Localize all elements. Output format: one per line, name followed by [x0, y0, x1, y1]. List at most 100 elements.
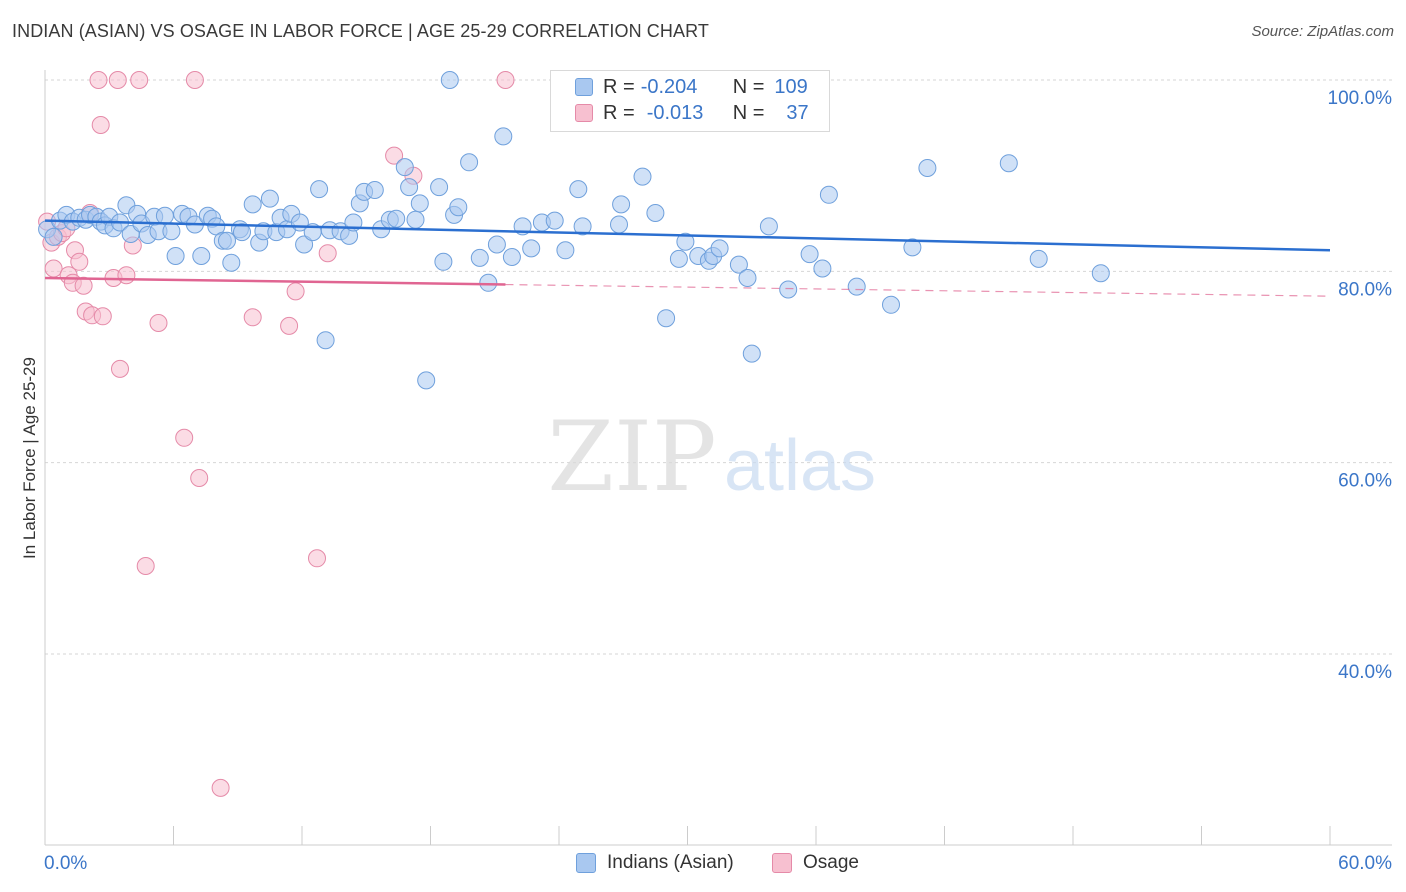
point-osage: [89, 71, 108, 89]
point-osage: [70, 252, 89, 271]
point-indians-asian: [400, 178, 419, 197]
point-osage: [91, 116, 110, 134]
point-indians-asian: [166, 247, 185, 265]
point-osage: [111, 359, 129, 378]
point-indians-asian: [434, 252, 453, 271]
watermark: ZIP atlas: [547, 401, 876, 513]
n-label: N =: [732, 75, 765, 98]
point-indians-asian: [460, 153, 479, 172]
point-indians-asian: [569, 180, 588, 199]
point-indians-asian: [479, 273, 498, 292]
point-indians-asian: [556, 241, 575, 260]
point-indians-asian: [192, 247, 211, 265]
point-indians-asian: [779, 280, 798, 299]
trend-line-osage: [44, 276, 506, 286]
point-indians-asian: [395, 158, 414, 177]
point-indians-asian: [800, 245, 819, 264]
point-indians-asian: [522, 239, 541, 258]
n-value: 37: [786, 101, 809, 124]
point-indians-asian: [218, 231, 236, 250]
point-indians-asian: [44, 227, 63, 246]
point-indians-asian: [633, 167, 652, 186]
r-label: R =: [603, 101, 635, 124]
point-osage: [318, 244, 337, 263]
trend-lines: [44, 219, 1331, 297]
legend-item-osage[interactable]: Osage: [772, 852, 859, 874]
point-indians-asian: [440, 71, 459, 89]
watermark-atlas: atlas: [724, 426, 876, 506]
point-indians-asian: [729, 255, 748, 274]
point-indians-asian: [470, 248, 489, 267]
point-indians-asian: [819, 185, 838, 204]
y-tick-label: 100.0%: [1328, 88, 1393, 109]
legend-swatch-indians-asian: [576, 853, 596, 873]
point-indians-asian: [710, 239, 729, 258]
point-indians-asian: [310, 180, 329, 199]
point-osage: [93, 307, 112, 326]
point-indians-asian: [657, 309, 676, 328]
x-tick-label-max: 60.0%: [1338, 853, 1392, 874]
legend-label-indians-asian: Indians (Asian): [607, 852, 734, 873]
point-indians-asian: [410, 194, 429, 213]
point-osage: [185, 71, 204, 89]
point-indians-asian: [545, 211, 564, 230]
point-indians-asian: [918, 159, 937, 177]
point-indians-asian: [882, 295, 900, 314]
point-osage: [286, 282, 305, 301]
legend-row-indians-asian: R = -0.204 N = 109: [575, 74, 808, 100]
gridlines: [45, 79, 1392, 655]
point-indians-asian: [365, 181, 384, 199]
point-osage: [280, 316, 299, 335]
legend-label-osage: Osage: [803, 852, 859, 873]
point-indians-asian: [903, 238, 922, 257]
r-label: R =: [603, 75, 635, 98]
n-label: N =: [732, 101, 765, 124]
series-osage-points: [38, 71, 515, 797]
axes: [44, 70, 1392, 846]
trend-line-indians-asian: [44, 219, 1331, 252]
source-label: Source: ZipAtlas.com: [1251, 23, 1394, 40]
point-indians-asian: [738, 269, 757, 287]
point-indians-asian: [610, 215, 628, 234]
point-indians-asian: [295, 235, 314, 254]
point-osage: [130, 71, 149, 89]
series-legend: Indians (Asian) Osage: [0, 852, 1406, 878]
point-indians-asian: [430, 178, 449, 197]
point-indians-asian: [487, 235, 506, 254]
point-osage: [74, 276, 93, 295]
y-tick-label: 40.0%: [1338, 662, 1392, 683]
point-osage: [211, 778, 230, 797]
legend-item-indians-asian[interactable]: Indians (Asian): [576, 852, 734, 874]
point-indians-asian: [260, 189, 279, 208]
watermark-zip: ZIP: [547, 401, 716, 513]
point-indians-asian: [449, 198, 468, 217]
y-tick-label: 80.0%: [1338, 279, 1392, 300]
point-indians-asian: [316, 331, 335, 350]
point-indians-asian: [155, 206, 174, 225]
point-indians-asian: [162, 222, 181, 241]
r-value: -0.013: [646, 101, 704, 124]
point-indians-asian: [243, 195, 262, 214]
legend-swatch-osage: [772, 853, 792, 873]
legend-row-osage: R = -0.013 N = 37: [575, 100, 809, 126]
x-tick-label-min: 0.0%: [44, 853, 87, 874]
point-indians-asian: [573, 217, 592, 236]
y-tick-label: 60.0%: [1338, 471, 1392, 492]
trend-line-osage-extension: [505, 283, 1331, 297]
point-indians-asian: [494, 127, 513, 146]
point-indians-asian: [417, 371, 436, 390]
point-osage: [44, 259, 63, 278]
point-osage: [308, 549, 326, 568]
correlation-legend: R = -0.204 N = 109 R = -0.013 N = 37: [550, 70, 830, 132]
legend-swatch-osage: [575, 104, 593, 122]
point-indians-asian: [646, 204, 665, 222]
point-indians-asian: [676, 232, 695, 251]
point-indians-asian: [847, 277, 866, 296]
series-indians-asian-points: [38, 71, 1110, 390]
point-osage: [108, 71, 127, 89]
point-indians-asian: [999, 154, 1018, 173]
point-indians-asian: [233, 223, 251, 242]
point-indians-asian: [813, 259, 832, 278]
point-osage: [243, 308, 262, 327]
